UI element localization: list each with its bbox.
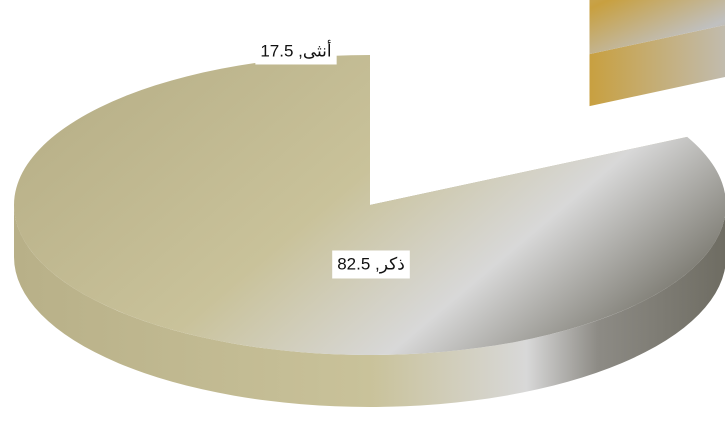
male-slice-side [14,205,725,407]
female-data-label-box [255,35,337,65]
male-slice [14,55,725,355]
male-data-label: ذكر, 82.5 [337,254,405,274]
female-slice-wall-right [589,24,725,107]
male-data-label-box [332,250,410,279]
male-data-label-group: ذكر, 82.5 [332,250,410,279]
female-slice [589,0,725,55]
female-data-label: أنثى, 17.5 [260,39,331,60]
female-data-label-group: أنثى, 17.5 [255,35,337,65]
